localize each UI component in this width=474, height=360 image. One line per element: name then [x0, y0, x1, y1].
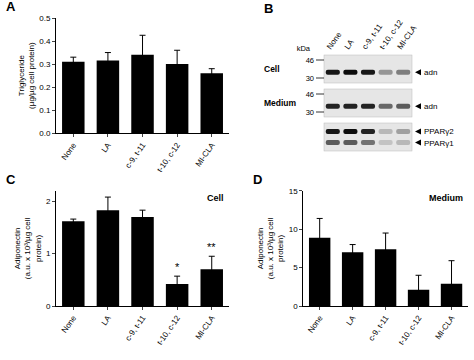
- svg-text:LA: LA: [345, 313, 358, 327]
- svg-text:Adiponectin(a.u. x 10³/µg cell: Adiponectin(a.u. x 10³/µg cellprotein): [13, 217, 43, 279]
- svg-text:MI-CLA: MI-CLA: [194, 141, 217, 169]
- svg-text:LA: LA: [343, 37, 356, 51]
- svg-text:0.2: 0.2: [39, 83, 51, 92]
- svg-text:B: B: [264, 1, 273, 16]
- svg-text:None: None: [60, 141, 79, 162]
- svg-text:c-9, t-11: c-9, t-11: [360, 22, 385, 52]
- svg-text:MI-CLA: MI-CLA: [194, 313, 217, 341]
- svg-text:0: 0: [46, 302, 51, 311]
- svg-text:MI-CLA: MI-CLA: [434, 313, 457, 341]
- svg-text:PPARγ1: PPARγ1: [424, 139, 454, 148]
- svg-text:A: A: [6, 0, 16, 14]
- svg-text:t-10, c-12: t-10, c-12: [397, 313, 424, 346]
- svg-text:*: *: [175, 261, 180, 273]
- svg-text:t-10, c-12: t-10, c-12: [377, 18, 405, 52]
- svg-text:0.0: 0.0: [39, 129, 51, 138]
- svg-text:None: None: [325, 30, 344, 51]
- svg-text:kDa: kDa: [297, 44, 311, 53]
- svg-text:2: 2: [46, 197, 51, 206]
- svg-text:0.4: 0.4: [39, 37, 51, 46]
- svg-text:None: None: [306, 313, 325, 334]
- svg-text:c-9, t-11: c-9, t-11: [367, 313, 391, 342]
- svg-text:30: 30: [306, 74, 314, 83]
- svg-text:46: 46: [306, 56, 314, 65]
- svg-text:LA: LA: [100, 141, 113, 155]
- svg-text:c-9, t-11: c-9, t-11: [124, 141, 148, 170]
- svg-text:Triglyceride(µg/µg cell protei: Triglyceride(µg/µg cell protein): [17, 42, 36, 109]
- svg-text:adn: adn: [424, 102, 437, 111]
- svg-text:PPARγ2: PPARγ2: [424, 127, 454, 136]
- svg-text:LA: LA: [100, 313, 113, 327]
- svg-text:t-10, c-12: t-10, c-12: [155, 141, 182, 174]
- svg-text:t-10, c-12: t-10, c-12: [155, 313, 182, 346]
- svg-text:Cell: Cell: [207, 193, 224, 203]
- svg-text:15: 15: [289, 187, 298, 196]
- svg-text:Medium: Medium: [264, 98, 297, 108]
- svg-text:Medium: Medium: [429, 193, 463, 203]
- svg-text:0.1: 0.1: [39, 106, 51, 115]
- svg-text:Cell: Cell: [264, 64, 280, 74]
- svg-text:None: None: [60, 313, 79, 334]
- svg-text:1: 1: [46, 249, 51, 258]
- svg-text:Adiponectin(a.u. x 10³/µg cell: Adiponectin(a.u. x 10³/µg cellprotein): [256, 217, 286, 279]
- svg-text:46: 46: [306, 90, 314, 99]
- svg-text:D: D: [253, 172, 262, 187]
- svg-text:5: 5: [293, 263, 298, 272]
- svg-text:adn: adn: [424, 68, 437, 77]
- svg-text:30: 30: [306, 108, 314, 117]
- svg-text:10: 10: [289, 225, 298, 234]
- svg-text:0: 0: [293, 302, 298, 311]
- svg-text:0.5: 0.5: [39, 14, 51, 23]
- svg-text:**: **: [207, 241, 216, 253]
- svg-text:MI-CLA: MI-CLA: [395, 23, 418, 51]
- svg-text:0.3: 0.3: [39, 60, 51, 69]
- svg-text:C: C: [6, 172, 16, 187]
- svg-text:c-9, t-11: c-9, t-11: [124, 313, 148, 342]
